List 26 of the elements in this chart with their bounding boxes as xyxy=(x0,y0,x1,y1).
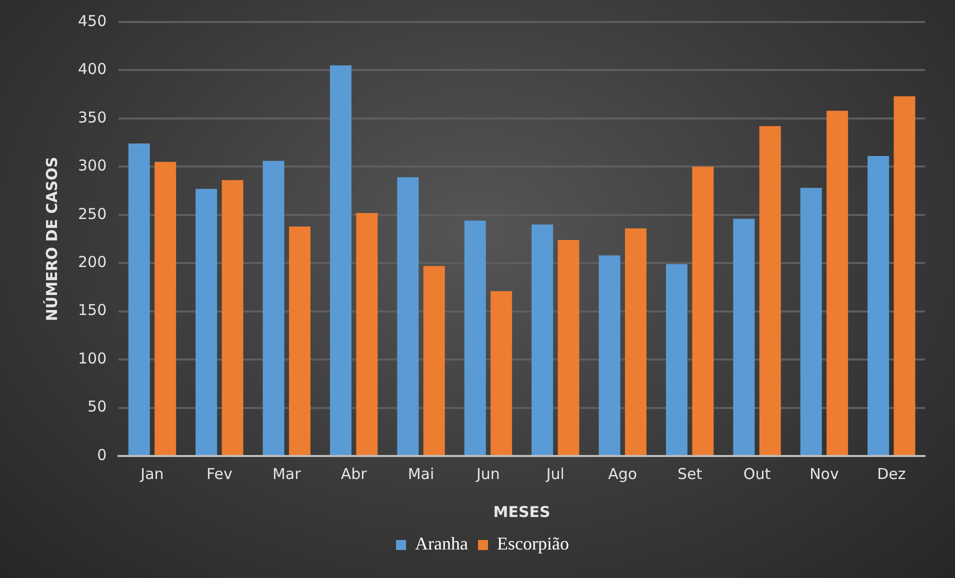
y-tick-label: 350 xyxy=(78,108,107,126)
y-tick-label: 400 xyxy=(78,60,107,78)
y-tick-label: 450 xyxy=(78,12,107,30)
y-tick-label: 250 xyxy=(78,204,107,223)
legend-label: Aranha xyxy=(415,534,468,554)
y-tick-label: 100 xyxy=(78,349,107,368)
legend-label: Escorpião xyxy=(497,534,569,554)
y-tick-label: 150 xyxy=(78,301,107,320)
x-tick-label: Fev xyxy=(206,464,232,483)
x-tick-label: Out xyxy=(743,464,771,483)
y-tick-label: 0 xyxy=(97,446,107,464)
x-tick-label: Jul xyxy=(545,464,564,483)
x-tick-label: Dez xyxy=(877,464,906,483)
x-tick-label: Set xyxy=(677,464,702,483)
x-tick-label: Nov xyxy=(810,464,839,483)
y-tick-label: 300 xyxy=(78,156,107,175)
x-tick-label: Mai xyxy=(408,464,434,483)
y-axis-title: NÚMERO DE CASOS xyxy=(42,156,61,322)
x-tick-label: Mar xyxy=(272,464,302,483)
x-tick-label: Abr xyxy=(340,464,368,483)
y-tick-label: 200 xyxy=(78,253,107,271)
x-tick-label: Jun xyxy=(476,464,500,483)
y-tick-label: 50 xyxy=(88,398,107,416)
x-tick-label: Ago xyxy=(608,464,638,483)
x-tick-label: Jan xyxy=(140,464,164,483)
x-axis-title: MESES xyxy=(493,502,550,521)
